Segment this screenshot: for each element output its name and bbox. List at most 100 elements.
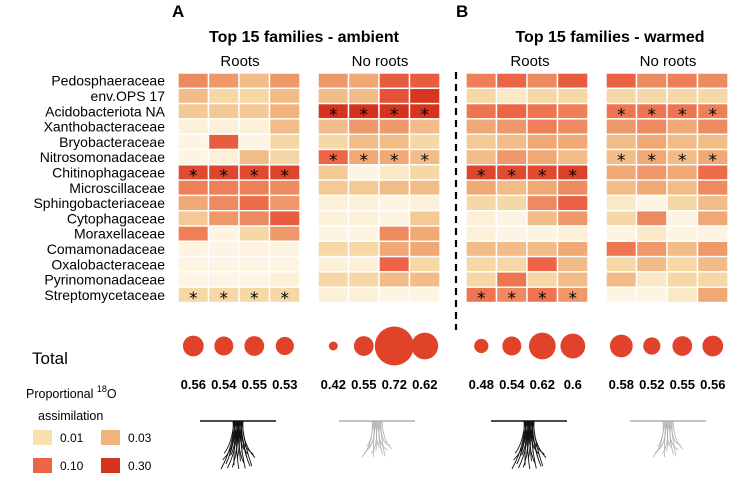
total-bubble (474, 338, 489, 354)
total-value: 0.42 (321, 377, 346, 392)
total-bubble (275, 336, 294, 356)
heatmap-cell (378, 271, 411, 288)
heatmap-cell (238, 118, 271, 135)
heatmap-cell (347, 271, 380, 288)
heatmap-cell (556, 87, 589, 105)
heatmap-cell (666, 209, 699, 227)
heatmap-cell (177, 271, 210, 288)
total-value: 0.54 (211, 377, 237, 392)
heatmap-cell (605, 209, 638, 227)
total-bubble (328, 341, 338, 351)
heatmap-cell (605, 225, 638, 243)
heatmap-cell (177, 240, 210, 258)
heatmap-cell (408, 72, 441, 90)
heatmap-cell (495, 225, 528, 243)
total-value: 0.52 (639, 377, 664, 392)
heatmap-cell (347, 72, 380, 90)
heatmap-cell (495, 255, 528, 273)
heatmap-cell (526, 87, 559, 105)
heatmap-cell (207, 271, 240, 288)
heatmap-cell (635, 194, 668, 212)
heatmap-cell (666, 194, 699, 212)
heatmap-cell (317, 209, 350, 227)
heatmap-cell (177, 148, 210, 166)
legend: 0.01 0.03 0.10 0.30 (33, 430, 152, 473)
heatmap-cell (495, 72, 528, 90)
heatmap-cell (696, 255, 729, 273)
heatmap-cell (635, 179, 668, 197)
heatmap-cell (465, 133, 498, 151)
significance-star: * (617, 151, 626, 171)
significance-star: * (477, 167, 486, 187)
heatmap-cell (696, 194, 729, 212)
significance-star: * (569, 167, 578, 187)
heatmap-cell (635, 271, 668, 288)
heatmap-cell (556, 133, 589, 151)
total-bubble (528, 332, 556, 360)
heatmap-cell (268, 286, 301, 304)
heatmap-cell (378, 133, 411, 151)
total-bubble (643, 337, 661, 355)
heatmap-cell (347, 286, 380, 304)
heatmap-cell (177, 255, 210, 273)
heatmap-cell (408, 87, 441, 105)
total-value: 0.55 (670, 377, 695, 392)
heatmap-cell (177, 209, 210, 227)
significance-star: * (648, 105, 657, 125)
row-label: Oxalobacteraceae (51, 256, 165, 272)
heatmap-cell (465, 271, 498, 288)
roots-icon (200, 420, 276, 470)
heatmap-cell (238, 240, 271, 258)
heatmap-cell (177, 194, 210, 212)
significance-star: * (477, 289, 486, 309)
heatmap-cell (317, 133, 350, 151)
row-label: Xanthobacteraceae (44, 119, 166, 135)
significance-star: * (220, 167, 229, 187)
heatmap-cell (177, 102, 210, 120)
heatmap-cell (666, 286, 699, 304)
heatmap-cell (666, 271, 699, 288)
heatmap-cell (635, 133, 668, 151)
heatmap-cell (268, 118, 301, 135)
heatmap-cell (317, 225, 350, 243)
row-label: Acidobacteriota NA (45, 103, 166, 119)
heatmap-cell (465, 118, 498, 135)
heatmap-cell (666, 87, 699, 105)
total-bubble (560, 333, 586, 359)
heatmap-cell (268, 271, 301, 288)
heatmap-cell (238, 209, 271, 227)
heatmap-cell (495, 102, 528, 120)
significance-star: * (508, 289, 517, 309)
heatmap-cell (177, 225, 210, 243)
row-label: Moraxellaceae (74, 226, 165, 242)
significance-star: * (648, 151, 657, 171)
legend-label: 0.30 (128, 459, 152, 473)
row-label: Nitrosomonadaceae (40, 149, 166, 165)
heatmap-cell (696, 286, 729, 304)
heatmap-cell (666, 255, 699, 273)
heatmap-cell (495, 118, 528, 135)
row-label: Sphingobacteriaceae (33, 195, 165, 211)
heatmap-cell (556, 209, 589, 227)
heatmap-cell (408, 179, 441, 197)
panel-letter-b: B (456, 2, 468, 21)
heatmap-cell (347, 194, 380, 212)
heatmap-cell (378, 194, 411, 212)
heatmap-cell (605, 194, 638, 212)
heatmap-cell (317, 194, 350, 212)
heatmap-cell (465, 102, 498, 120)
total-values: 0.56 0.54 0.55 0.53 0.42 0.55 0.72 0.62 0.48 0.54… (181, 377, 726, 392)
group-label-ambient-no-roots: No roots (352, 53, 409, 70)
heatmap-cell (238, 255, 271, 273)
significance-stars: * * * * * * * * * * * * * * * * * * * * * * * * * * * * * * * * (189, 105, 717, 309)
heatmap-cell (378, 179, 411, 197)
group-label-warmed-roots: Roots (510, 53, 549, 70)
heatmap-cell (268, 225, 301, 243)
heatmap-cell (207, 240, 240, 258)
significance-star: * (189, 167, 198, 187)
heatmap-cell (526, 240, 559, 258)
heatmap-cell (408, 271, 441, 288)
heatmap-cell (605, 240, 638, 258)
significance-star: * (220, 289, 229, 309)
heatmap-cell (207, 87, 240, 105)
